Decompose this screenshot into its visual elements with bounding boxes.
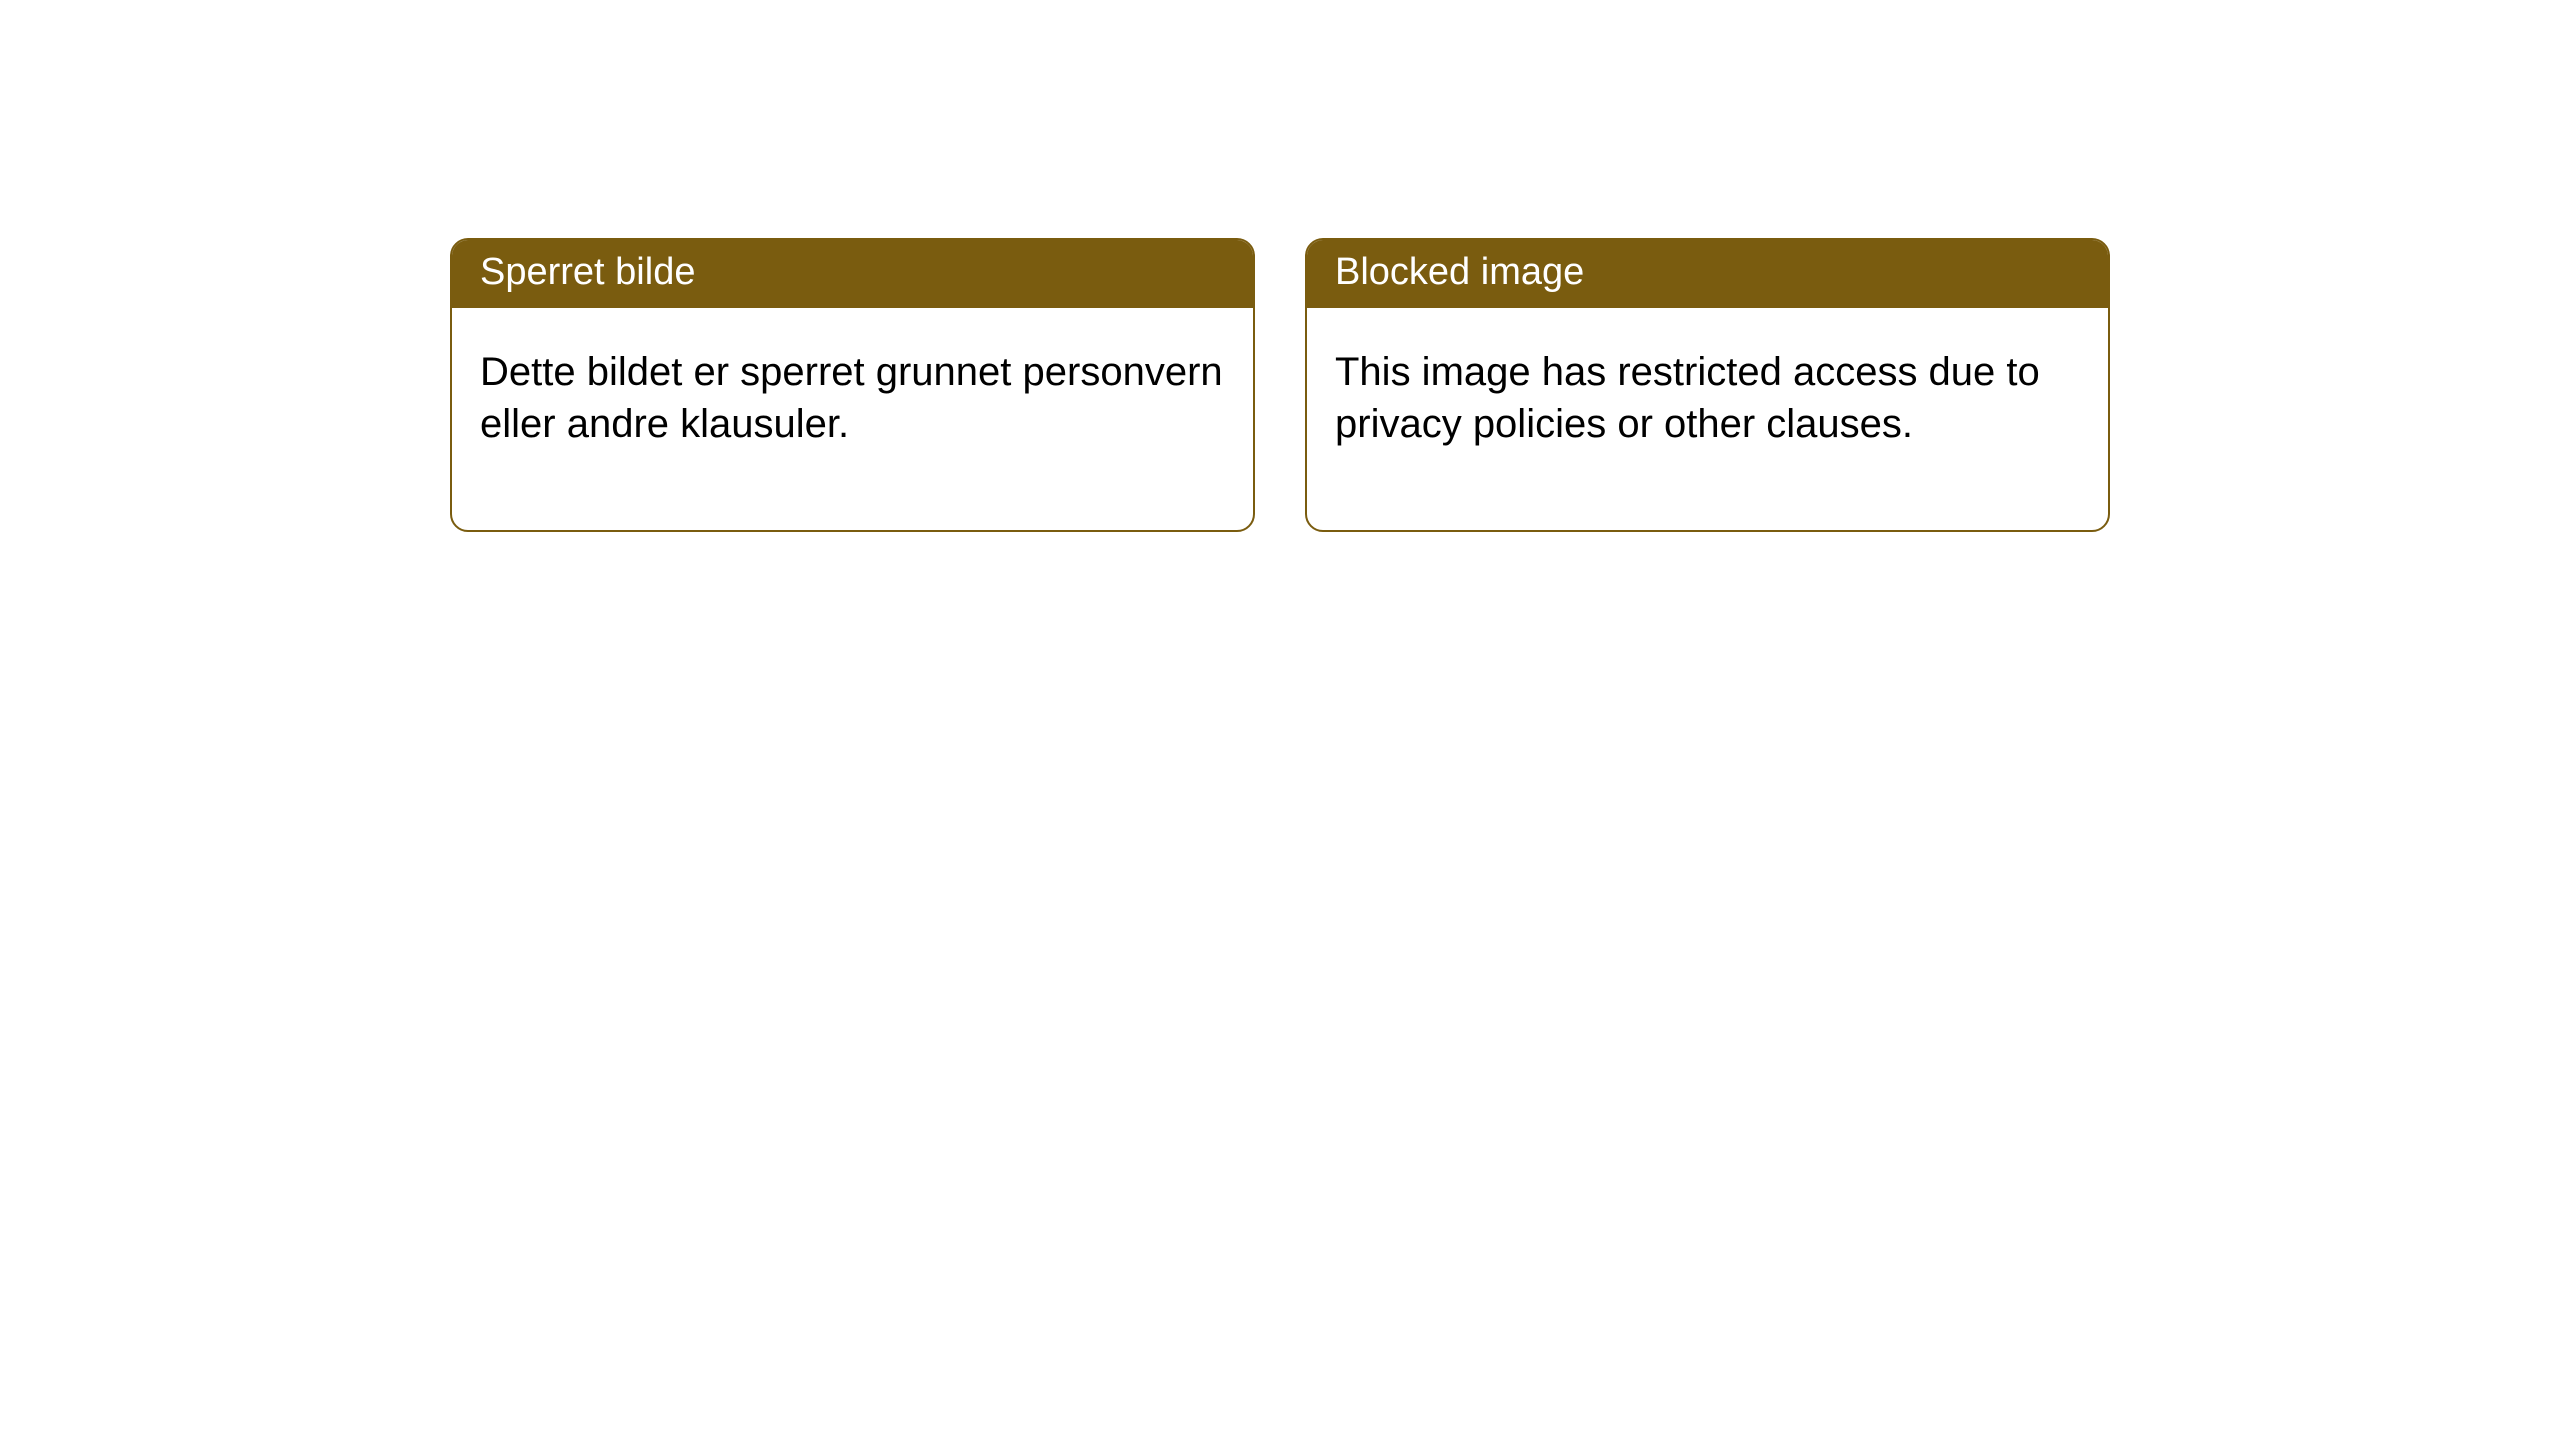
notice-header: Sperret bilde [452, 240, 1253, 308]
notice-body: Dette bildet er sperret grunnet personve… [452, 308, 1253, 530]
notice-header: Blocked image [1307, 240, 2108, 308]
notice-card-norwegian: Sperret bilde Dette bildet er sperret gr… [450, 238, 1255, 532]
notice-container: Sperret bilde Dette bildet er sperret gr… [0, 0, 2560, 532]
notice-body: This image has restricted access due to … [1307, 308, 2108, 530]
notice-card-english: Blocked image This image has restricted … [1305, 238, 2110, 532]
